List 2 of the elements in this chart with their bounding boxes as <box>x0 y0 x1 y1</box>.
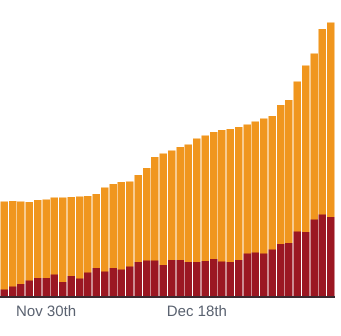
x-tick-label: Nov 30th <box>16 302 76 320</box>
x-tick-label: Dec 18th <box>166 302 227 320</box>
